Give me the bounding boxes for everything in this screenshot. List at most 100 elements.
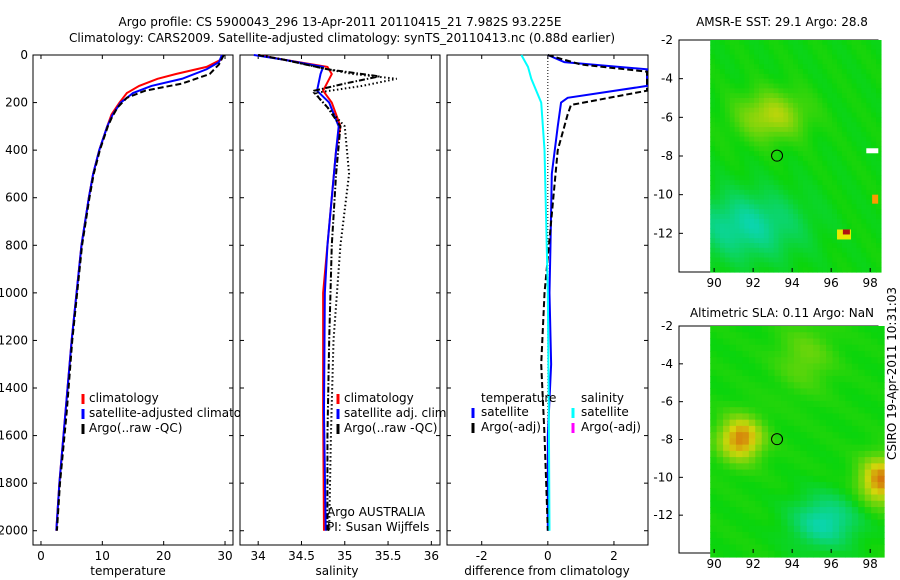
map-cell [856, 117, 863, 123]
map-cell [761, 544, 769, 552]
map-cell [856, 252, 863, 259]
map-cell [783, 223, 789, 230]
map-cell [758, 180, 765, 186]
map-cell [866, 64, 872, 70]
map-cell [807, 107, 814, 114]
map-cell [723, 388, 731, 396]
map-cell [876, 83, 882, 89]
map-cell [754, 141, 760, 147]
map-cell [739, 136, 745, 143]
map-cell [773, 233, 780, 239]
map-cell [754, 102, 760, 109]
map-cell [826, 425, 834, 433]
map-cell [788, 117, 794, 123]
map-cell [723, 369, 731, 377]
map-cell [827, 243, 833, 249]
series-line-argo-raw-qc-adj [258, 54, 380, 531]
map-cell [856, 180, 863, 186]
map-cell [871, 400, 879, 408]
map-cell [793, 44, 799, 51]
map-cell [871, 425, 879, 433]
map-cell [754, 59, 760, 65]
map-cell [841, 252, 848, 259]
map-cell [800, 525, 808, 533]
map-cell [715, 160, 721, 167]
map-cell [788, 267, 794, 273]
map-cell [768, 117, 775, 123]
map-cell [813, 475, 821, 483]
map-cell [773, 238, 780, 244]
map-cell [876, 127, 882, 133]
map-cell [744, 199, 750, 205]
map-cell [710, 151, 716, 157]
map-cell [724, 228, 731, 234]
map-cell [748, 375, 756, 383]
map-cell [846, 136, 853, 143]
map-cell [800, 432, 808, 439]
map-cell [837, 160, 843, 167]
map-cell [802, 117, 809, 123]
map-cell [856, 83, 863, 89]
map-cell [872, 194, 879, 204]
map-cell [827, 228, 833, 234]
map-cell [819, 469, 827, 477]
map-cell [773, 209, 780, 215]
map-cell [832, 338, 840, 346]
map-cell [710, 204, 716, 210]
map-cell [832, 214, 838, 220]
map-cell [871, 151, 877, 157]
map-cell [851, 49, 858, 56]
map-cell [851, 107, 858, 114]
legend-label: climatology [89, 391, 159, 405]
map-cell [832, 136, 838, 143]
map-cell [735, 400, 744, 408]
map-cell [851, 369, 859, 377]
map-cell [866, 40, 872, 46]
map-cell [719, 262, 726, 268]
map-cell [748, 494, 756, 502]
map-cell [798, 146, 804, 152]
map-cell [778, 98, 784, 104]
map-cell [817, 199, 823, 205]
map-cell [774, 494, 782, 502]
map-cell [710, 112, 716, 118]
map-cell [758, 69, 765, 75]
map-cell [710, 78, 716, 85]
map-cell [719, 146, 726, 152]
map-cell [710, 444, 718, 452]
map-cell [871, 204, 877, 210]
map-cell [858, 363, 866, 371]
map-cell [871, 88, 877, 94]
map-cell [866, 107, 872, 114]
map-cell [768, 413, 776, 421]
map-cell [876, 160, 882, 167]
map-cell [734, 233, 741, 239]
map-cell [734, 127, 741, 133]
series-line-argo-raw-qc- [258, 54, 397, 531]
x-tick-label: 96 [824, 557, 839, 571]
map-cell [861, 223, 867, 230]
map-cell [858, 400, 866, 408]
map-cell [832, 457, 840, 464]
map-cell [813, 388, 821, 396]
map-cell [812, 136, 819, 143]
map-cell [749, 107, 755, 114]
map-cell [800, 482, 808, 489]
map-cell [866, 214, 872, 220]
map-cell [861, 180, 867, 186]
map-cell [781, 507, 789, 514]
map-cell [744, 189, 750, 196]
x-tick-label: 10 [95, 549, 110, 563]
series-line-argo-raw-qc- [55, 54, 225, 531]
map-cell [856, 112, 863, 118]
map-cell [755, 507, 763, 514]
map-cell [755, 538, 763, 546]
map-cell [742, 338, 750, 346]
map-cell [819, 475, 827, 483]
map-cell [838, 488, 847, 496]
map-cell [817, 107, 823, 114]
y-tick-label: -8 [661, 433, 673, 447]
map-cell [832, 488, 840, 496]
map-cell [788, 170, 794, 176]
map-cell [715, 199, 721, 205]
